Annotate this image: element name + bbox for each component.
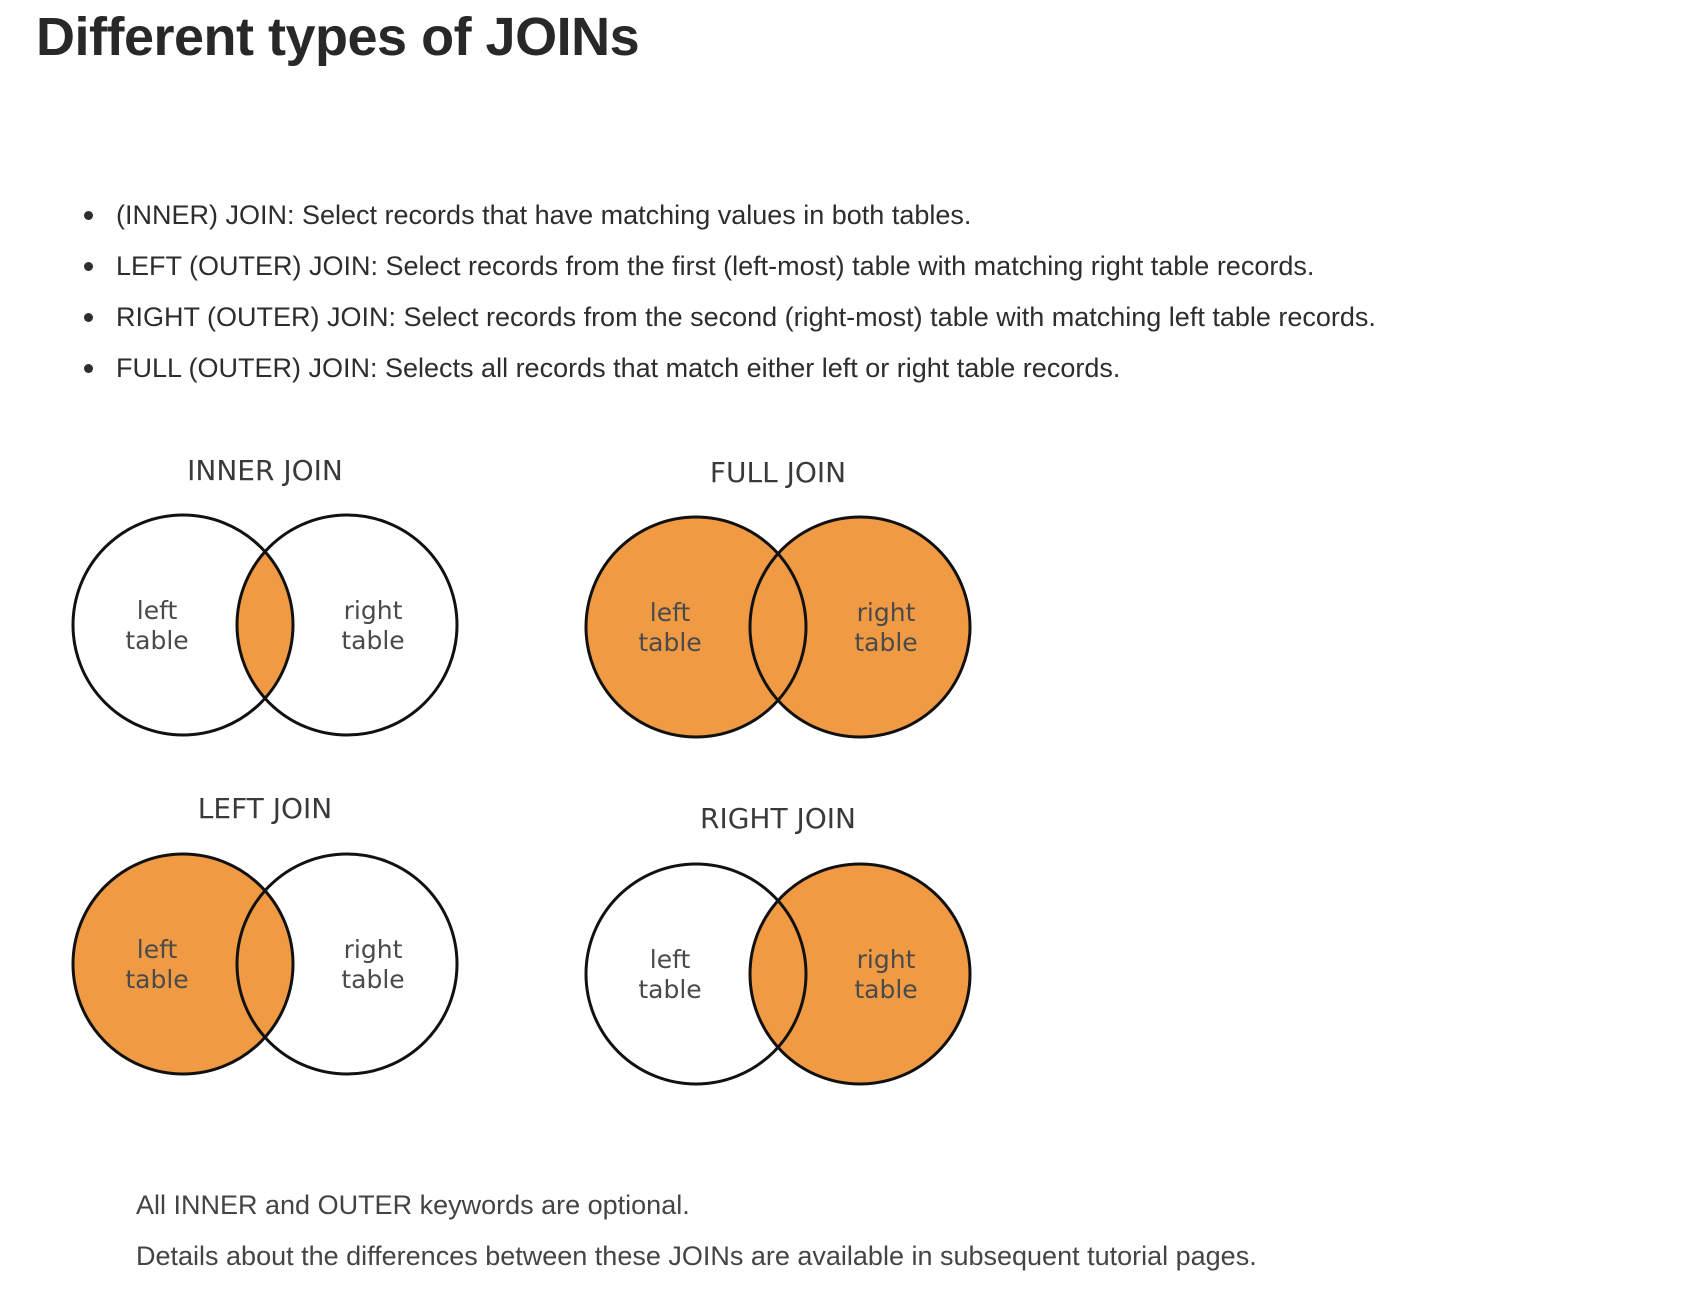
bullet-icon xyxy=(84,262,93,271)
left-table-label: left table xyxy=(125,935,188,994)
left-table-region xyxy=(586,864,806,1084)
right-table-label: right table xyxy=(854,598,917,657)
left-table-label: left table xyxy=(638,598,701,657)
left-circle-outline xyxy=(71,513,295,737)
left-table-label: left table xyxy=(638,945,701,1004)
join-types-list: (INNER) JOIN: Select records that have m… xyxy=(84,190,1376,394)
list-item-left-join: LEFT (OUTER) JOIN: Select records from t… xyxy=(84,241,1376,292)
right-table-region xyxy=(750,517,970,737)
list-item-full-join: FULL (OUTER) JOIN: Selects all records t… xyxy=(84,343,1376,394)
right-circle-outline xyxy=(235,852,459,1076)
venn-title: FULL JOIN xyxy=(710,456,846,489)
left-table-region xyxy=(586,517,806,737)
right-table-label: right table xyxy=(854,945,917,1004)
venn-diagram-figure: INNER JOIN left table right table FULL JOIN le… xyxy=(71,454,972,1086)
details-note: Details about the differences between th… xyxy=(136,1241,1257,1271)
left-circle-outline xyxy=(584,862,808,1086)
bullet-icon xyxy=(84,313,93,322)
page-title: Different types of JOINs xyxy=(36,7,640,67)
venn-title: INNER JOIN xyxy=(187,454,343,487)
join-venn-diagrams: INNER JOIN left table right table FULL JOIN le… xyxy=(60,440,1040,1120)
notes-section: All INNER and OUTER keywords are optiona… xyxy=(136,1180,1257,1282)
list-item-inner-join: (INNER) JOIN: Select records that have m… xyxy=(84,190,1376,241)
venn-title: RIGHT JOIN xyxy=(700,802,856,835)
venn-left-join: LEFT JOIN left table right table xyxy=(71,792,459,1076)
bullet-icon xyxy=(84,211,93,220)
right-circle-outline xyxy=(748,515,972,739)
list-item-text: LEFT (OUTER) JOIN: Select records from t… xyxy=(116,251,1315,281)
list-item-text: FULL (OUTER) JOIN: Selects all records t… xyxy=(116,353,1121,383)
venn-inner-join: INNER JOIN left table right table xyxy=(71,454,459,737)
list-item-text: RIGHT (OUTER) JOIN: Select records from … xyxy=(116,302,1376,332)
right-table-label: right table xyxy=(341,935,404,994)
right-circle-outline xyxy=(748,862,972,1086)
left-circle-outline xyxy=(584,515,808,739)
list-item-right-join: RIGHT (OUTER) JOIN: Select records from … xyxy=(84,292,1376,343)
list-item-text: (INNER) JOIN: Select records that have m… xyxy=(116,200,972,230)
left-table-region xyxy=(73,515,293,735)
venn-full-join: FULL JOIN left table right table xyxy=(584,456,972,739)
venn-right-join: RIGHT JOIN left table right table xyxy=(584,802,972,1086)
right-table-label: right table xyxy=(341,596,404,655)
right-table-region xyxy=(750,864,970,1084)
right-table-region xyxy=(237,854,457,1074)
left-table-region xyxy=(73,854,293,1074)
bullet-icon xyxy=(84,364,93,373)
left-table-label: left table xyxy=(125,596,188,655)
left-circle-outline xyxy=(71,852,295,1076)
right-circle-outline xyxy=(235,513,459,737)
venn-title: LEFT JOIN xyxy=(198,792,332,825)
optional-keywords-note: All INNER and OUTER keywords are optiona… xyxy=(136,1190,690,1220)
right-table-region xyxy=(237,515,457,735)
